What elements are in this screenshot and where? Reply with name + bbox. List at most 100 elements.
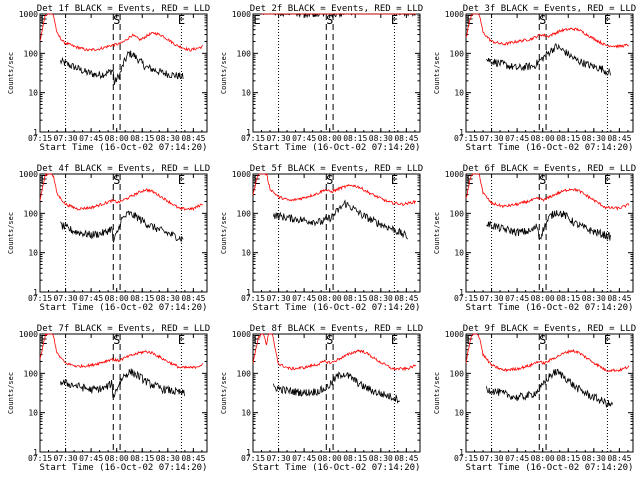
marker-label-s: S <box>539 333 546 347</box>
y-tick-label: 1000 <box>19 10 38 19</box>
y-tick-label: 1 <box>246 288 251 297</box>
marker-label-s: S <box>539 13 546 27</box>
x-tick-label: 07:15 <box>28 294 52 303</box>
plot-frame <box>465 173 634 293</box>
y-tick-label: 100 <box>237 369 252 378</box>
y-tick-label: 100 <box>237 49 252 58</box>
y-tick-label: 100 <box>24 49 39 58</box>
x-axis-label: Start Time (16-Oct-02 07:14:20) <box>40 143 208 153</box>
y-tick-label: 1 <box>246 128 251 137</box>
x-tick-label: 07:15 <box>454 294 478 303</box>
x-tick-label: 08:15 <box>343 454 367 463</box>
plot-frame <box>252 333 421 453</box>
x-tick-label: 07:15 <box>454 454 478 463</box>
y-axis-label: Counts/sec <box>7 52 15 94</box>
x-tick-label: 07:45 <box>292 454 316 463</box>
series-lld-line <box>252 173 417 207</box>
y-tick-label: 10 <box>454 409 464 418</box>
x-tick-label: 08:30 <box>369 134 393 143</box>
panel-title: Det 6f BLACK = Events, RED = LLD <box>463 164 636 174</box>
x-tick-label: 07:45 <box>505 294 529 303</box>
y-axis-label: Counts/sec <box>220 212 228 254</box>
y-axis-label: Counts/sec <box>220 372 228 414</box>
x-tick-label: 07:15 <box>241 294 265 303</box>
plot-frame <box>252 173 421 293</box>
y-axis-label: Counts/sec <box>220 52 228 94</box>
y-tick-label: 1 <box>459 128 464 137</box>
x-tick-label: 08:30 <box>582 294 606 303</box>
x-tick-label: 07:30 <box>480 294 504 303</box>
x-tick-label: 08:45 <box>181 454 205 463</box>
panel-title: Det 4f BLACK = Events, RED = LLD <box>37 164 210 174</box>
y-tick-label: 10 <box>241 249 251 258</box>
x-tick-label: 08:15 <box>130 454 154 463</box>
marker-label-e: E <box>391 173 398 187</box>
x-tick-label: 08:30 <box>369 294 393 303</box>
series-events-line <box>273 199 409 240</box>
x-tick-label: 08:30 <box>582 454 606 463</box>
x-tick-label: 07:15 <box>241 134 265 143</box>
x-tick-label: 08:30 <box>156 134 180 143</box>
x-axis-label: Start Time (16-Oct-02 07:14:20) <box>40 463 208 473</box>
y-tick-label: 1000 <box>445 10 464 19</box>
y-tick-label: 100 <box>24 209 39 218</box>
y-tick-label: 100 <box>450 209 465 218</box>
y-tick-label: 10 <box>28 249 38 258</box>
series-events-line <box>486 210 611 241</box>
marker-label-e: E <box>604 13 611 27</box>
marker-label-s: S <box>113 333 120 347</box>
marker-label-e: E <box>178 173 185 187</box>
x-tick-label: 08:45 <box>181 294 205 303</box>
marker-label-s: S <box>113 173 120 187</box>
x-tick-label: 08:15 <box>343 294 367 303</box>
y-tick-label: 1 <box>459 448 464 457</box>
y-tick-label: 1000 <box>232 170 251 179</box>
y-tick-label: 10 <box>241 409 251 418</box>
series-events-line <box>60 368 185 398</box>
x-tick-label: 08:45 <box>181 134 205 143</box>
marker-label-e: E <box>391 13 398 27</box>
x-tick-label: 07:45 <box>292 134 316 143</box>
x-tick-label: 08:45 <box>394 294 418 303</box>
x-tick-label: 07:15 <box>241 454 265 463</box>
marker-label-s: S <box>326 333 333 347</box>
y-tick-label: 100 <box>450 49 465 58</box>
x-tick-label: 08:30 <box>369 454 393 463</box>
x-tick-label: 08:00 <box>105 294 129 303</box>
panel-title: Det 2f BLACK = Events, RED = LLD <box>250 4 423 14</box>
y-tick-label: 1000 <box>19 330 38 339</box>
x-tick-label: 08:45 <box>394 454 418 463</box>
x-tick-label: 08:15 <box>556 134 580 143</box>
series-lld-line <box>465 333 630 373</box>
x-tick-label: 08:15 <box>343 134 367 143</box>
panel-title: Det 8f BLACK = Events, RED = LLD <box>250 324 423 334</box>
series-lld-line <box>465 13 629 49</box>
x-axis-label: Start Time (16-Oct-02 07:14:20) <box>466 143 634 153</box>
y-tick-label: 10 <box>28 89 38 98</box>
y-axis-label: Counts/sec <box>433 52 441 94</box>
x-axis-label: Start Time (16-Oct-02 07:14:20) <box>466 463 634 473</box>
x-tick-label: 07:15 <box>28 134 52 143</box>
panel-det-8: Det 8f BLACK = Events, RED = LLD 07:15 07:… <box>220 324 423 473</box>
y-axis-label: Counts/sec <box>433 212 441 254</box>
x-tick-label: 07:45 <box>505 134 529 143</box>
x-tick-label: 07:30 <box>480 454 504 463</box>
x-axis-label: Start Time (16-Oct-02 07:14:20) <box>253 463 421 473</box>
y-axis-label: Counts/sec <box>7 372 15 414</box>
y-tick-label: 1000 <box>19 170 38 179</box>
x-tick-label: 07:30 <box>267 134 291 143</box>
x-tick-label: 08:45 <box>607 134 631 143</box>
x-tick-label: 08:00 <box>105 134 129 143</box>
y-axis-label: Counts/sec <box>7 212 15 254</box>
y-tick-label: 10 <box>241 89 251 98</box>
x-tick-label: 08:15 <box>130 294 154 303</box>
x-tick-label: 08:00 <box>318 134 342 143</box>
y-tick-label: 1000 <box>445 170 464 179</box>
x-tick-label: 08:00 <box>105 454 129 463</box>
